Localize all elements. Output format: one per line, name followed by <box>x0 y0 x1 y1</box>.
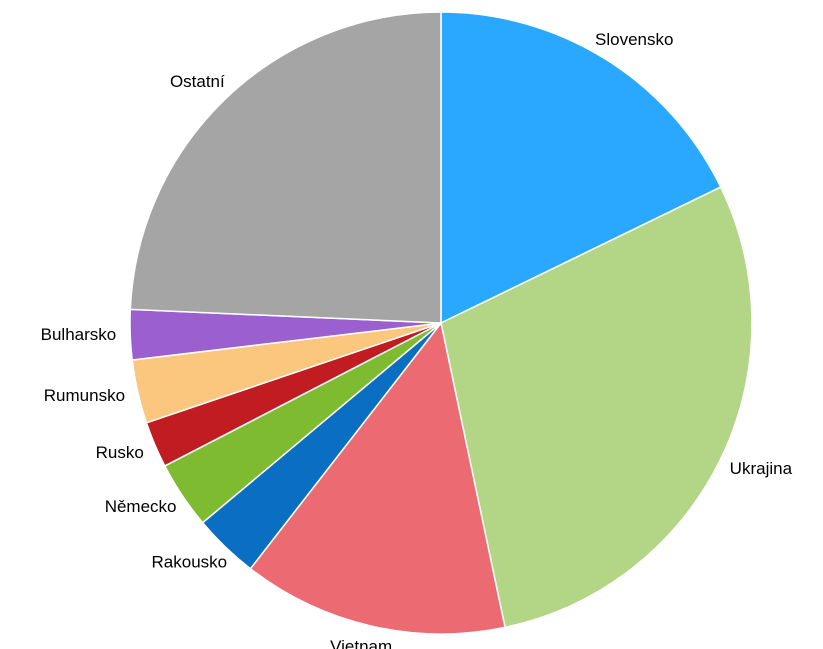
slice-label: Ukrajina <box>730 459 793 478</box>
pie-slice <box>440 186 753 629</box>
pie-slice <box>249 321 506 635</box>
pie-slice <box>440 11 722 325</box>
slice-label: Ostatní <box>170 72 225 91</box>
slice-label: Rumunsko <box>44 386 125 405</box>
slice-label: Rakousko <box>152 552 228 571</box>
pie-slice <box>129 11 442 324</box>
slice-label: Bulharsko <box>41 325 117 344</box>
slice-label: Vietnam <box>330 637 392 649</box>
slice-label: Slovensko <box>595 30 673 49</box>
slice-label: Rusko <box>96 443 144 462</box>
slice-label: Německo <box>105 497 177 516</box>
